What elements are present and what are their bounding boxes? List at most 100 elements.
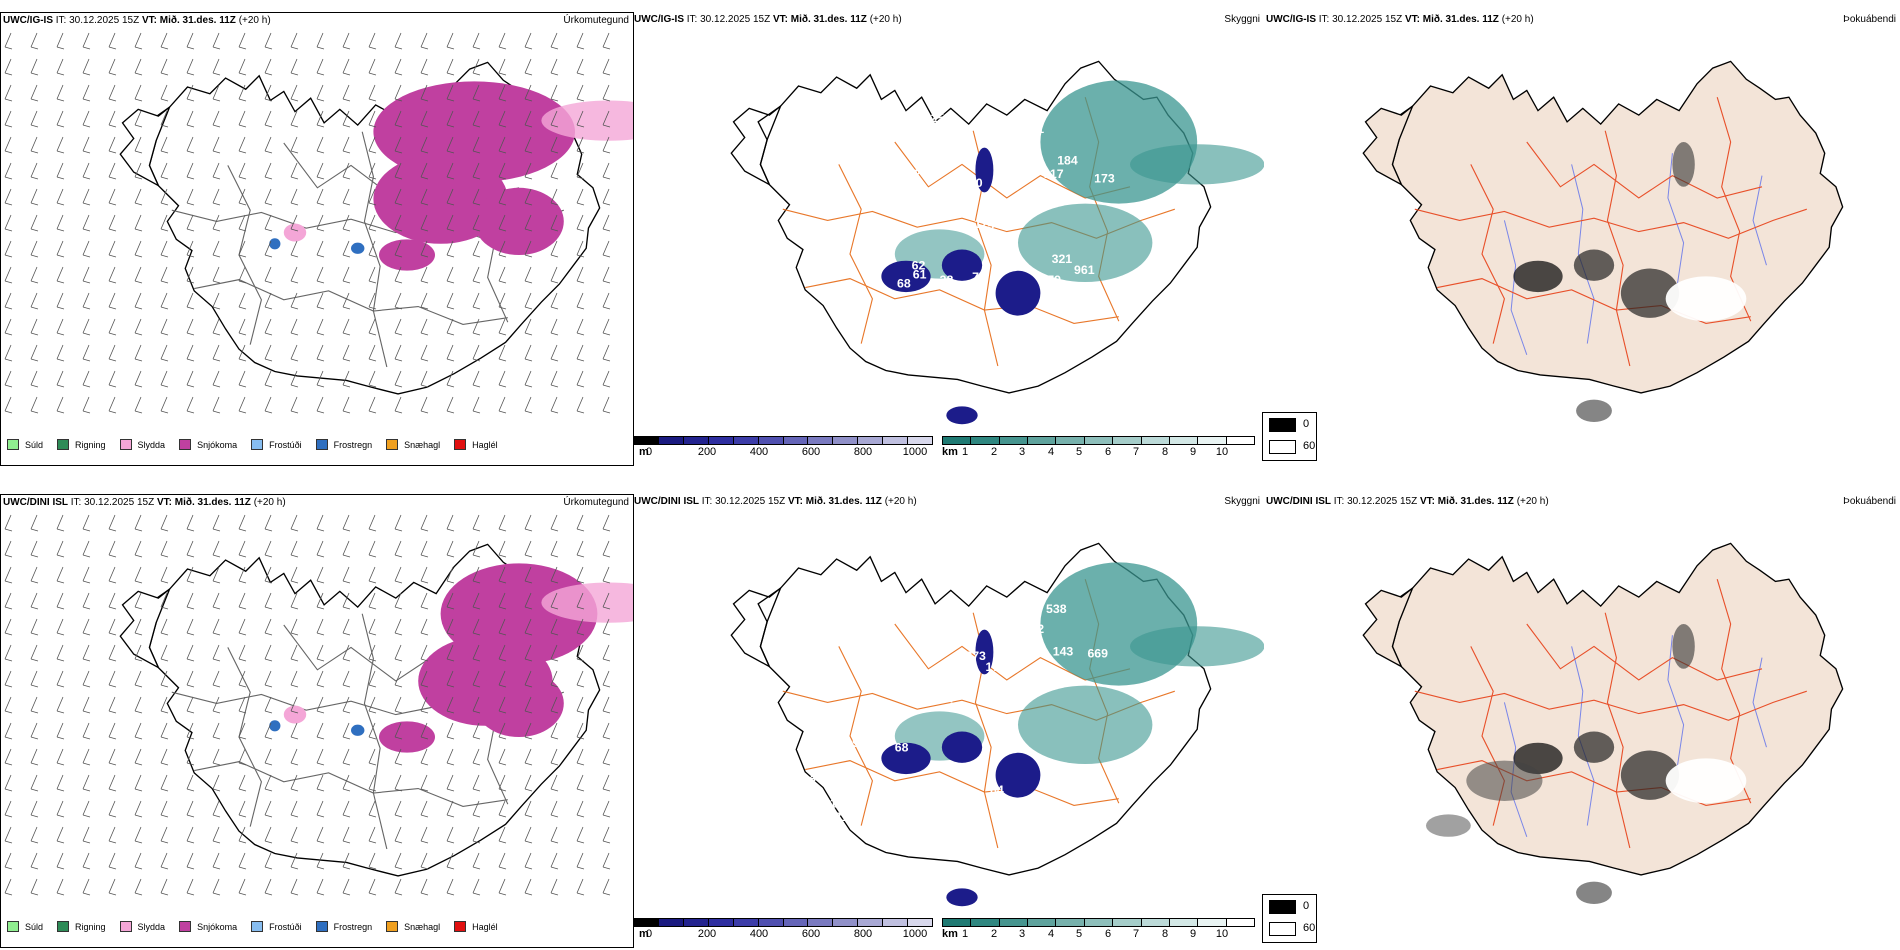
wind-barb — [602, 540, 611, 558]
wind-barb — [394, 748, 403, 766]
road-line — [1414, 690, 1807, 721]
wind-barb — [134, 188, 143, 206]
wind-barb — [316, 396, 325, 414]
westfjords-outline — [119, 105, 172, 188]
river-line — [1571, 646, 1595, 826]
colorbar-segment — [883, 919, 909, 926]
wind-barb — [4, 514, 13, 532]
wind-barb — [186, 514, 195, 532]
wind-barb — [420, 644, 429, 662]
wind-barb — [212, 800, 221, 818]
wind-barb — [472, 852, 481, 870]
river-line — [1571, 164, 1595, 344]
wind-barb — [550, 566, 559, 584]
wind-barb — [602, 670, 611, 688]
wind-barb — [576, 214, 585, 232]
wind-barb — [108, 32, 117, 50]
wind-barb — [56, 670, 65, 688]
visibility-value-label: 38 — [940, 273, 954, 287]
wind-barb — [342, 188, 351, 206]
wind-barb — [160, 214, 169, 232]
wind-barb — [186, 800, 195, 818]
colorbar-segment — [1226, 437, 1254, 444]
wind-barb — [498, 852, 507, 870]
legend-swatch — [386, 921, 399, 932]
wind-barb — [186, 292, 195, 310]
wind-barb — [4, 188, 13, 206]
wind-barb — [264, 696, 273, 714]
westfjords-outline — [119, 587, 172, 670]
visibility-value-label: 46 — [819, 752, 833, 766]
wind-barb — [576, 852, 585, 870]
wind-barb — [316, 670, 325, 688]
wind-barb — [212, 774, 221, 792]
row2-precip-panel: UWC/DINI ISL IT: 30.12.2025 15Z VT: Mið.… — [0, 494, 634, 948]
wind-barb — [524, 696, 533, 714]
wind-barb — [602, 644, 611, 662]
visibility-value-label: 53 — [867, 254, 881, 268]
wind-barb — [30, 370, 39, 388]
wind-barb — [472, 292, 481, 310]
wind-barb — [30, 514, 39, 532]
wind-barb — [576, 370, 585, 388]
wind-barb — [134, 396, 143, 414]
wind-barb — [186, 318, 195, 336]
wind-barb — [212, 370, 221, 388]
dense-fog-area — [1426, 814, 1471, 837]
wind-barb — [498, 878, 507, 896]
wind-barb — [394, 540, 403, 558]
colorbar-segment — [808, 437, 834, 444]
wind-barb — [134, 774, 143, 792]
road-line — [361, 613, 388, 850]
wind-barb — [420, 722, 429, 740]
wind-barb — [56, 240, 65, 258]
wind-barb — [524, 514, 533, 532]
wind-barb — [212, 696, 221, 714]
wind-barb — [342, 162, 351, 180]
wind-barb — [238, 618, 247, 636]
wind-barb — [56, 110, 65, 128]
wind-barb — [56, 800, 65, 818]
wind-barb — [290, 774, 299, 792]
wind-barb — [446, 592, 455, 610]
wind-barb — [186, 644, 195, 662]
wind-barb — [264, 540, 273, 558]
legend-item: Frostúði — [251, 921, 302, 932]
wind-barb — [342, 826, 351, 844]
wind-barb — [420, 748, 429, 766]
wind-barb — [472, 644, 481, 662]
wind-barb — [134, 670, 143, 688]
wind-barb — [576, 774, 585, 792]
legend-swatch — [119, 439, 132, 450]
wind-barb — [264, 852, 273, 870]
wind-barb — [82, 214, 91, 232]
wind-barb — [186, 566, 195, 584]
precip-legend: Súld Rigning Slydda Snjókoma Frostúði Fr… — [7, 921, 512, 932]
wind-barb — [56, 826, 65, 844]
wind-barb — [472, 722, 481, 740]
tick-label: 0 — [645, 446, 653, 458]
wind-barb — [316, 58, 325, 76]
wind-barb — [212, 566, 221, 584]
wind-barb — [342, 214, 351, 232]
wind-barb — [576, 136, 585, 154]
wind-barb — [602, 32, 611, 50]
elevation-ticks: m 0 200 400 600 800 1000 — [639, 928, 928, 940]
wind-barb — [290, 852, 299, 870]
wind-barb — [186, 32, 195, 50]
legend-item: Frostregn — [315, 921, 372, 932]
wind-barb — [238, 84, 247, 102]
wind-barb — [524, 644, 533, 662]
wind-barb — [212, 292, 221, 310]
wind-barb — [238, 696, 247, 714]
dense-fog-area — [1573, 731, 1615, 763]
wind-barb — [498, 162, 507, 180]
visibility-value-label: 7 — [814, 855, 821, 869]
wind-barb — [212, 188, 221, 206]
wind-barb — [420, 396, 429, 414]
visibility-value-label: 100 — [897, 167, 918, 181]
wind-barb — [576, 32, 585, 50]
wind-barb — [30, 240, 39, 258]
fog-layer — [1513, 142, 1747, 422]
